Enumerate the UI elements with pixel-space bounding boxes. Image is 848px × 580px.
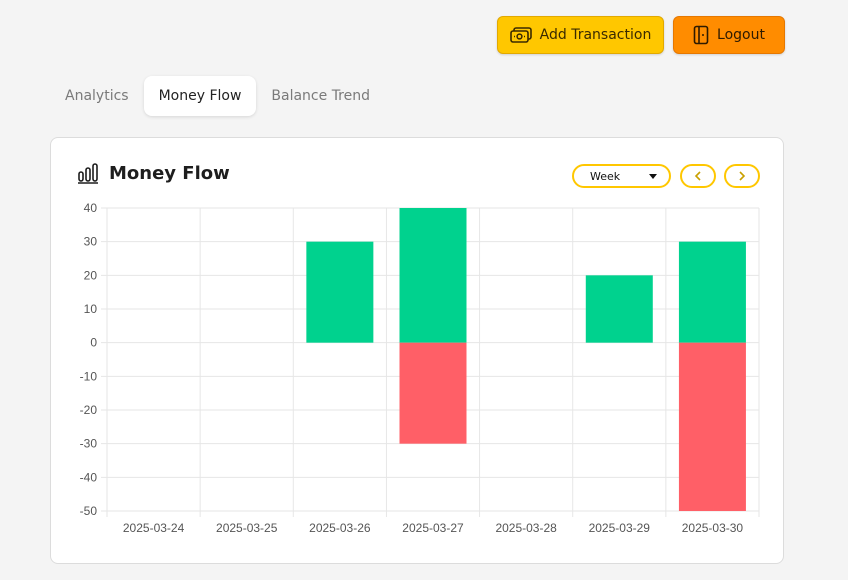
y-tick-label: 40 <box>84 201 98 215</box>
logout-label: Logout <box>717 27 765 43</box>
range-select-value: Week <box>590 169 621 183</box>
x-tick-label: 2025-03-28 <box>495 521 557 535</box>
money-flow-card: Money Flow Week 40 30 20 10 0 -10 -20 -30 -40 -50… <box>50 137 784 564</box>
door-icon <box>693 25 709 45</box>
tab-balance-trend[interactable]: Balance Trend <box>256 76 385 116</box>
income-bar <box>678 241 746 343</box>
income-bar <box>585 275 653 343</box>
next-period-button[interactable] <box>724 164 760 188</box>
prev-period-button[interactable] <box>680 164 716 188</box>
tab-analytics-label: Analytics <box>65 88 129 104</box>
y-tick-label: 0 <box>90 336 97 350</box>
expense-bar <box>678 342 746 511</box>
money-flow-chart: 40 30 20 10 0 -10 -20 -30 -40 -50 2025-03-24 2025-0… <box>80 201 760 535</box>
y-tick-label: -10 <box>80 369 98 383</box>
logout-button[interactable]: Logout <box>673 16 785 54</box>
x-tick-label: 2025-03-25 <box>216 521 278 535</box>
y-tick-label: -20 <box>80 403 98 417</box>
add-transaction-button[interactable]: Add Transaction <box>497 16 664 54</box>
y-tick-label: -40 <box>80 470 98 484</box>
x-tick-label: 2025-03-24 <box>123 521 185 535</box>
card-title-text: Money Flow <box>109 162 230 184</box>
income-bar <box>306 241 374 343</box>
card-title: Money Flow <box>77 162 230 184</box>
tab-money-flow[interactable]: Money Flow <box>143 76 257 116</box>
expense-bar <box>399 342 467 444</box>
x-tick-label: 2025-03-29 <box>589 521 651 535</box>
chevron-right-icon <box>739 171 746 181</box>
y-tick-label: -30 <box>80 437 98 451</box>
y-tick-label: 10 <box>84 302 98 316</box>
money-icon <box>509 27 532 43</box>
view-tabs: Analytics Money Flow Balance Trend <box>50 76 385 116</box>
tab-balance-trend-label: Balance Trend <box>271 88 371 104</box>
y-tick-label: -50 <box>80 504 98 518</box>
y-tick-label: 30 <box>84 235 98 249</box>
range-select[interactable]: Week <box>572 164 671 188</box>
x-tick-label: 2025-03-27 <box>402 521 464 535</box>
caret-down-icon <box>649 174 657 179</box>
tab-analytics[interactable]: Analytics <box>50 76 144 116</box>
x-tick-label: 2025-03-26 <box>309 521 371 535</box>
x-tick-label: 2025-03-30 <box>682 521 744 535</box>
chevron-left-icon <box>694 171 701 181</box>
y-tick-label: 20 <box>84 268 98 282</box>
income-bar <box>399 208 467 343</box>
tab-money-flow-label: Money Flow <box>158 88 242 104</box>
add-transaction-label: Add Transaction <box>539 27 652 43</box>
bar-chart-icon <box>78 163 98 184</box>
